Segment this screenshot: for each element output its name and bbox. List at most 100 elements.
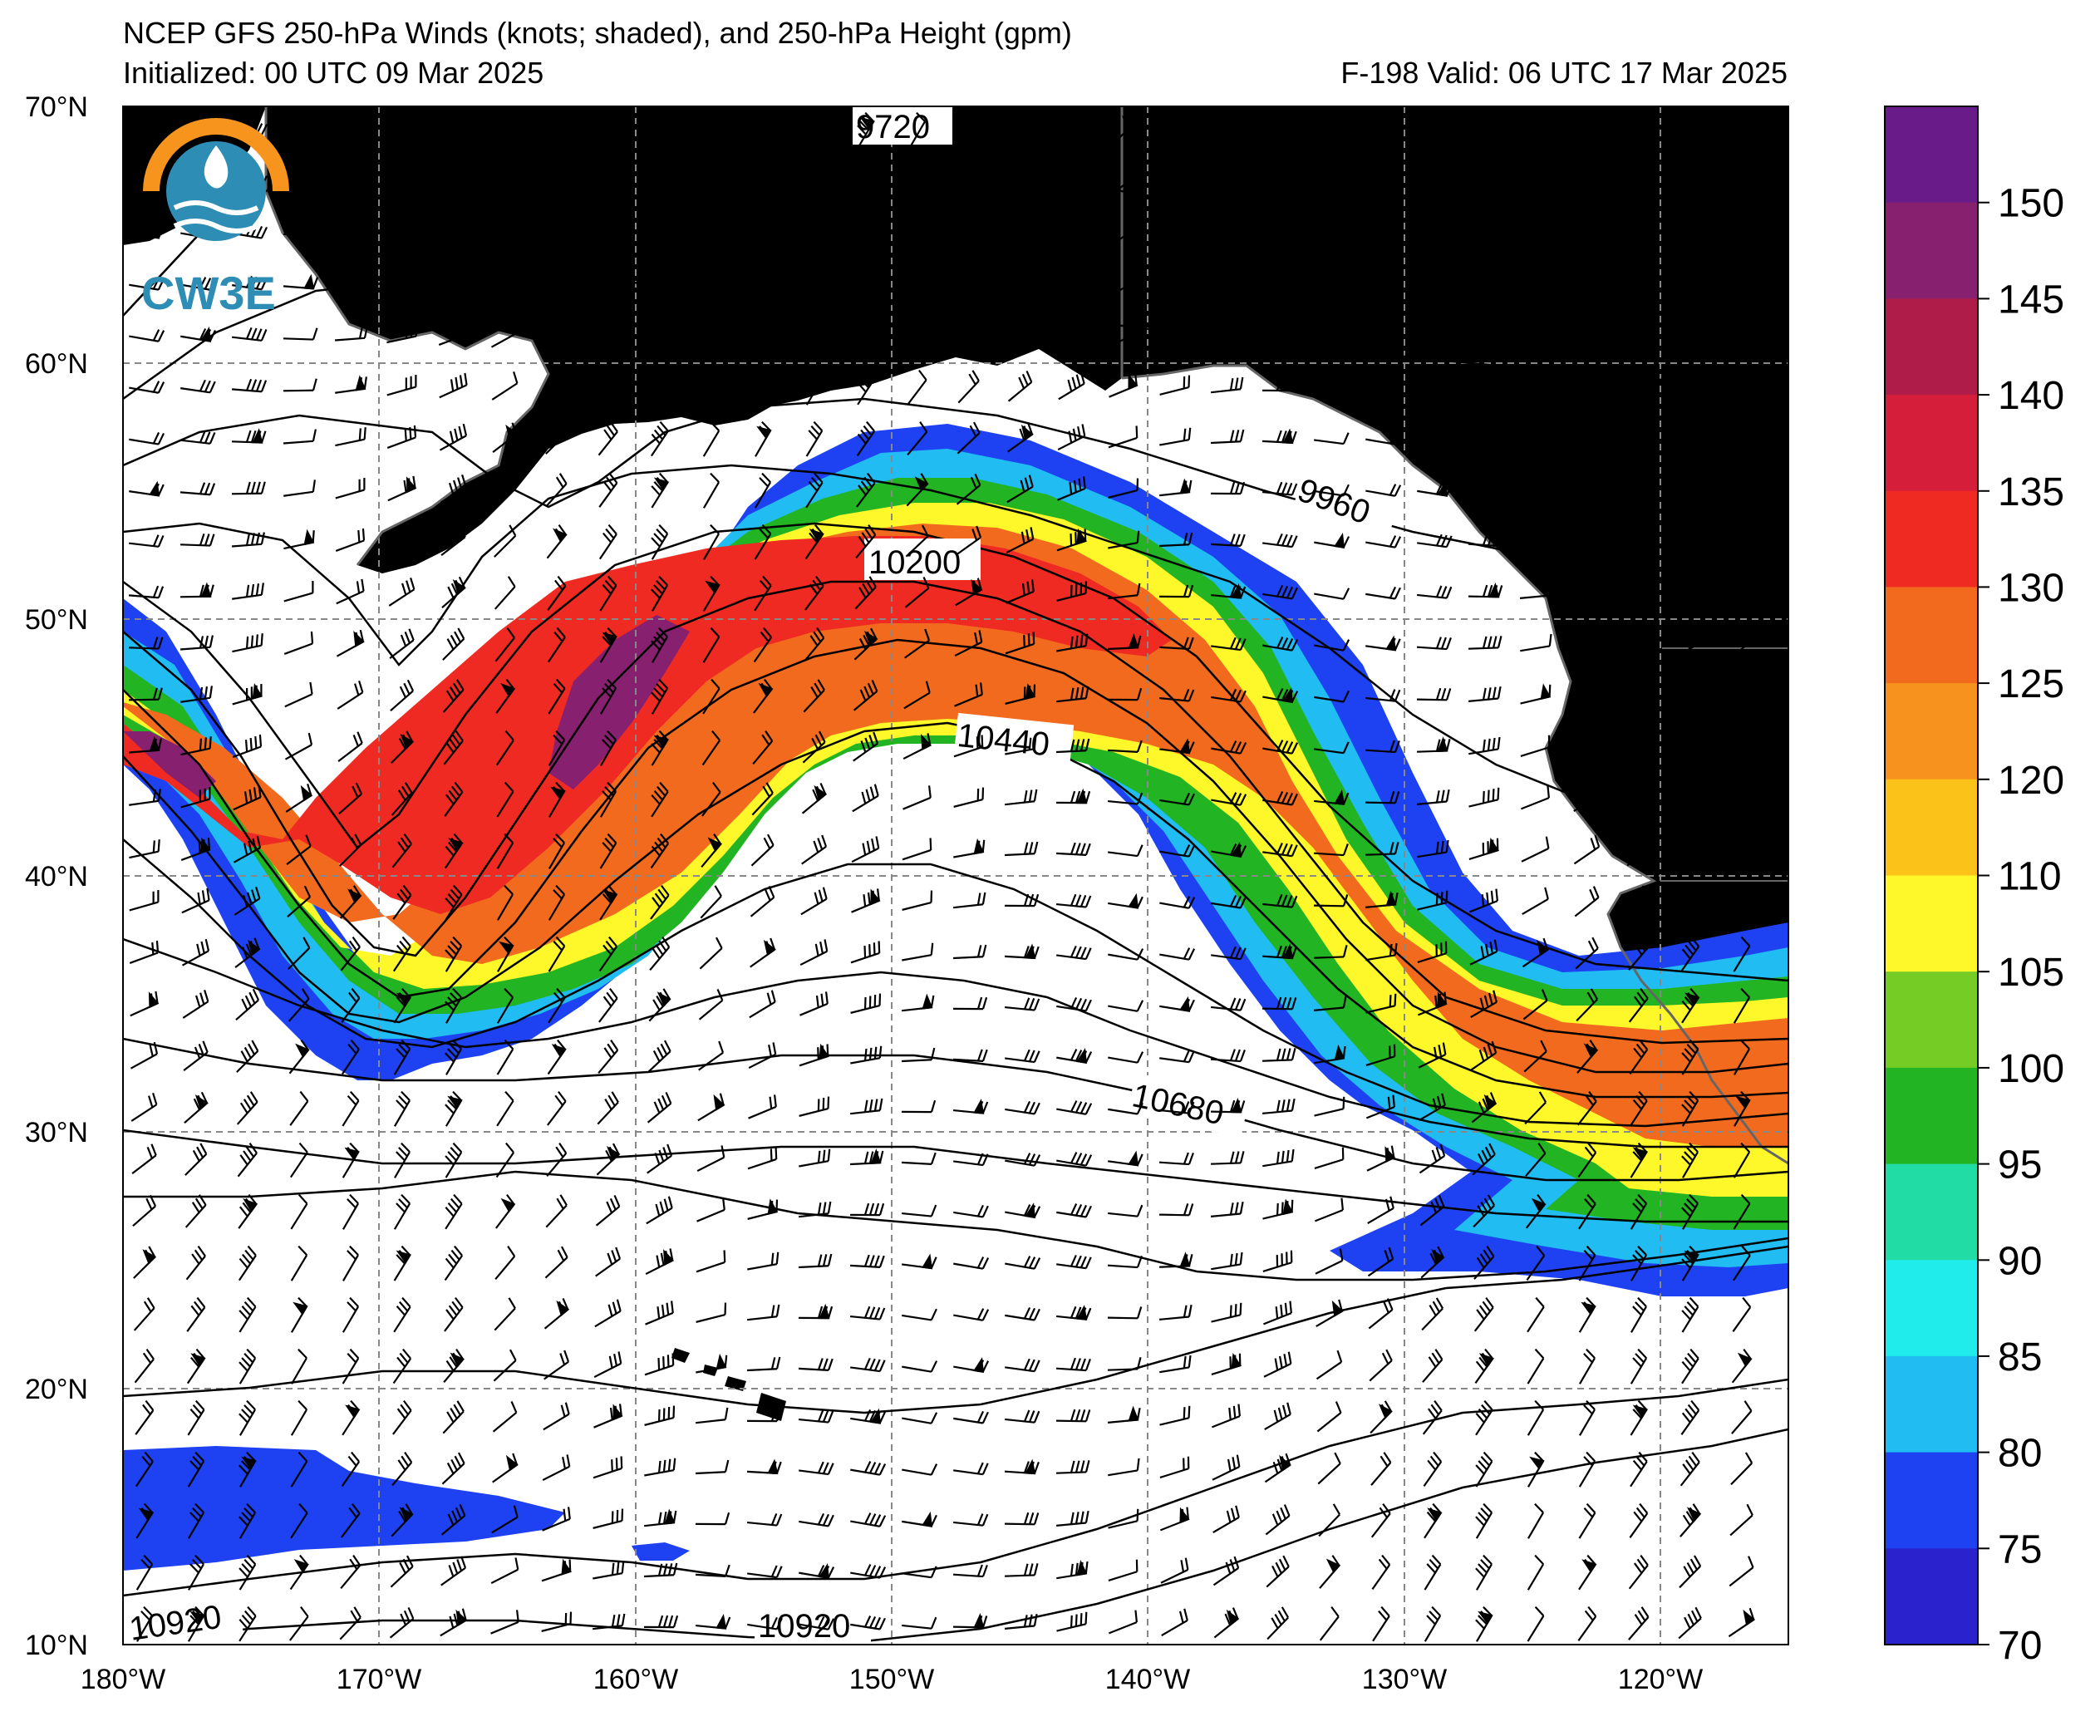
wind-barb [547,575,567,611]
wind-barb [698,1040,725,1071]
wind-barb [953,1357,990,1374]
colorbar-segment [1885,683,1978,780]
wind-barb [1211,637,1247,652]
wind-barb [1314,484,1350,497]
logo-waves-icon [173,200,259,234]
alaska-land [266,106,1122,573]
lat-label-60: 60°N [25,348,88,380]
wind-barb [1733,936,1751,972]
wind-barb [902,838,932,861]
wind-barb [1630,1348,1648,1384]
wind-barb [390,679,415,712]
wind-barb [1681,1090,1699,1127]
wind-barb [849,1148,884,1166]
wind-barb [1527,1554,1545,1591]
wind-barb [1158,637,1194,650]
wind-barb [1571,581,1603,602]
wind-barb [443,1349,465,1384]
jet-shade-145 [123,615,690,798]
wind-barb [647,1040,671,1073]
wind-barb [133,1297,155,1331]
wind-barb [1317,1452,1341,1485]
wind-barb [1521,836,1550,863]
wind-barb [695,1512,730,1526]
wind-barb [645,1301,674,1325]
wind-barb [341,1451,361,1488]
wind-barb [187,1502,204,1539]
colorbar-tick-label: 80 [1998,1432,2042,1476]
wind-barb [799,1512,834,1527]
wind-barb [702,575,720,612]
wind-barb [548,781,566,818]
initialized-time: Initialized: 00 UTC 09 Mar 2025 [123,56,544,90]
wind-barb [239,1502,257,1539]
wind-barb [1266,1555,1290,1588]
wind-barb [1057,476,1086,501]
wind-barb [1211,272,1242,293]
wind-barb [389,1607,415,1639]
wind-barb [644,1458,676,1477]
wind-barb [904,628,931,659]
wind-barb [1107,792,1143,805]
wind-barb [595,1247,622,1277]
wind-barb [1577,1606,1597,1641]
wind-barb [392,936,411,972]
wind-barb [696,1407,729,1424]
wind-barb [1210,1151,1245,1165]
wind-barb [1519,428,1555,445]
wind-barb [1365,535,1402,548]
wind-barb [799,1563,835,1580]
wind-barb [1630,1451,1648,1488]
wind-barb [746,1458,782,1475]
wind-barb [902,1360,938,1373]
wind-barb [798,1303,834,1320]
wind-barb [904,577,930,608]
wind-barb [1110,216,1137,247]
wind-barb [1578,1193,1596,1230]
wind-barb [1262,791,1298,806]
wind-barb [1674,221,1709,238]
wind-barb [857,266,875,302]
wind-barb [1622,224,1658,239]
wind-barb [1211,792,1247,806]
wind-barb [1622,275,1658,289]
wind-barb [1005,1358,1040,1373]
wind-barb [1055,788,1091,804]
wind-barb [703,524,720,560]
wind-barb [1680,834,1701,868]
wind-barb [754,369,771,406]
wind-barb [1210,1097,1246,1114]
wind-barb [336,578,365,605]
wind-barb [239,1606,257,1642]
wind-barb [1004,1613,1038,1630]
wind-barb [799,1461,834,1476]
wind-barb [180,430,216,445]
colorbar-tick-label: 130 [1998,566,2064,610]
wind-barb [393,1090,411,1127]
wind-barb [1060,164,1083,198]
wind-barb [1108,1051,1144,1064]
wind-barb [1056,1203,1092,1218]
wind-barb [1625,681,1652,710]
wind-barb [1729,577,1755,608]
wind-barb [180,736,212,756]
wind-barb [598,472,618,508]
wind-barb [1160,270,1189,295]
wind-barb [1056,1152,1093,1167]
colorbar-tick-label: 110 [1998,855,2062,899]
wind-barb [1475,1606,1493,1642]
wind-barb [1211,740,1247,755]
wind-barb [958,318,981,353]
wind-barb [1316,1299,1344,1328]
wind-barb [907,421,928,456]
wind-barb [1726,373,1756,398]
wind-barb [187,1399,205,1436]
wind-barb [289,1090,309,1126]
wind-barb [751,782,774,816]
wind-barb [1680,884,1700,920]
wind-barb [1423,1451,1443,1487]
wind-barb [1262,585,1298,600]
wind-barb [596,267,621,300]
wind-barb [1211,376,1244,394]
wind-barb [598,1040,619,1075]
